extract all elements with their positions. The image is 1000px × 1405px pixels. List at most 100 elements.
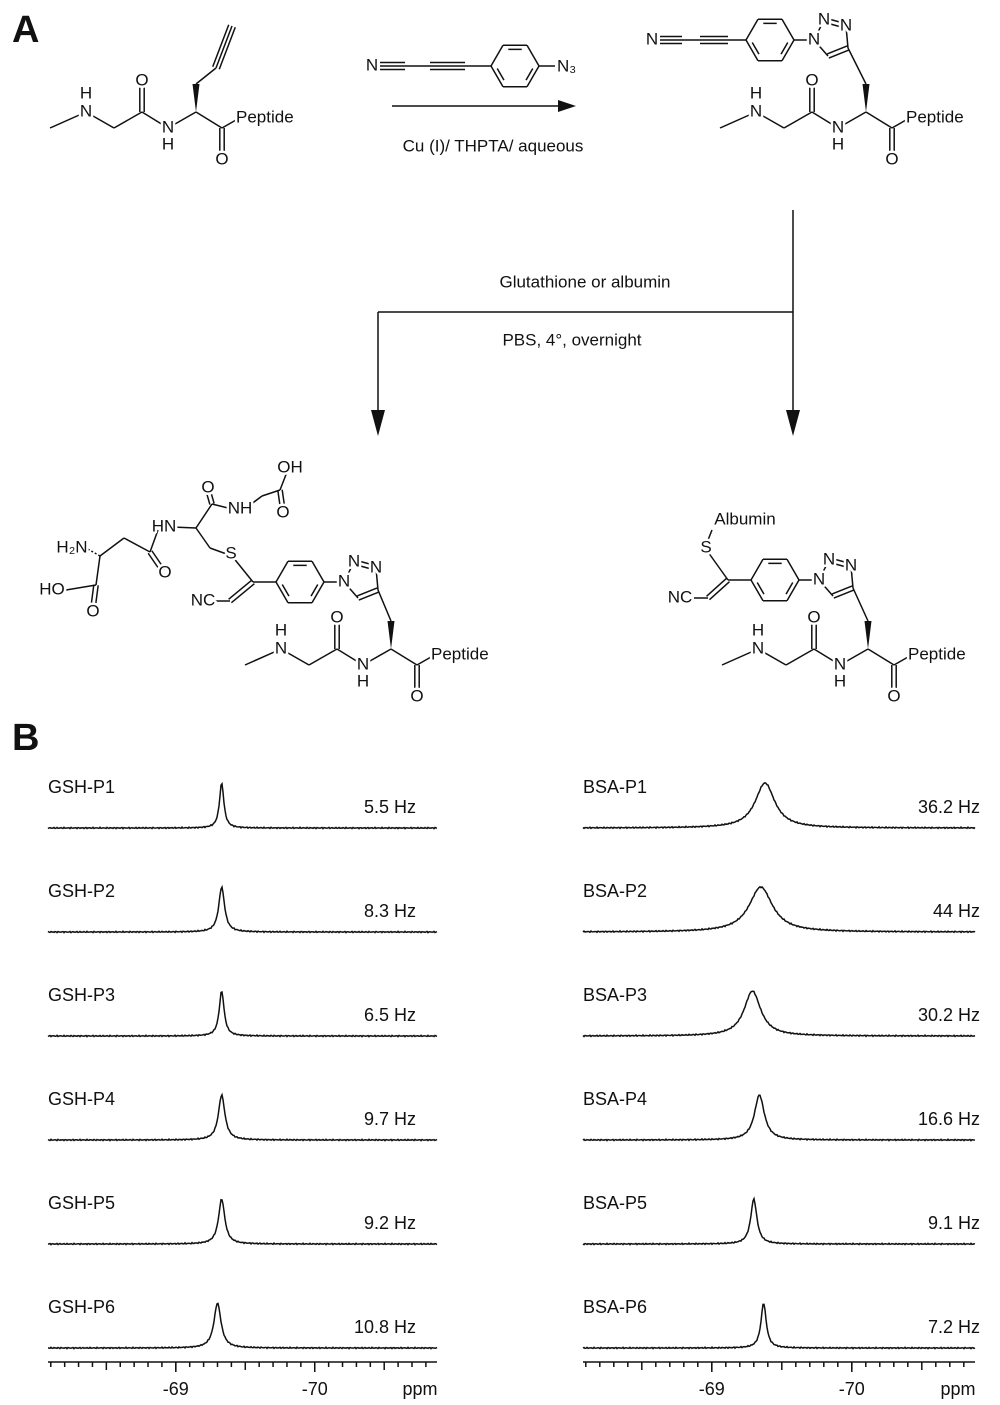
bond (141, 111, 169, 129)
atom-label: O (158, 562, 171, 581)
bond (813, 648, 841, 666)
spectrum (582, 1303, 976, 1350)
bond (811, 111, 839, 129)
atom-label: HO (39, 579, 65, 598)
panel-label: A (12, 9, 39, 51)
atom-label: N (845, 555, 857, 574)
bond (353, 563, 376, 571)
atom-label: N (370, 557, 382, 576)
bond (310, 584, 319, 597)
atom-label: H (750, 83, 762, 102)
bond (228, 579, 253, 600)
linewidth-label: 9.1 Hz (928, 1213, 980, 1233)
atom-label: N (813, 569, 825, 588)
bond (205, 490, 211, 505)
atom-label: O (330, 607, 343, 626)
linewidth-label: 44 Hz (933, 901, 980, 921)
bond (311, 560, 325, 583)
atom-label: O (276, 502, 289, 521)
labels: A Cu (I)/ THPTA/ aqueous Glutathione or … (12, 7, 980, 1399)
bond (209, 489, 215, 504)
bond (828, 561, 851, 569)
linewidth-label: 7.2 Hz (928, 1317, 980, 1337)
bond (706, 577, 728, 597)
bond (377, 589, 392, 622)
bond (362, 648, 392, 666)
spectrum-name: GSH-P6 (48, 1297, 115, 1317)
atom-label: N (823, 549, 835, 568)
atom-label: N₃ (557, 56, 576, 75)
spectrum (47, 990, 438, 1038)
bond (490, 44, 504, 67)
bond (865, 111, 893, 129)
linewidth-label: 6.5 Hz (364, 1005, 416, 1025)
bond (852, 587, 869, 622)
linewidth-label: 30.2 Hz (918, 1005, 980, 1025)
atom-label: S (225, 543, 236, 562)
atom-label: H (832, 134, 844, 153)
atom-label: N (750, 101, 762, 120)
bond (336, 648, 364, 666)
linewidth-label: 8.3 Hz (364, 901, 416, 921)
linewidth-label: 5.5 Hz (364, 797, 416, 817)
atom-label: O (807, 607, 820, 626)
bond (113, 111, 143, 129)
bond (123, 537, 151, 553)
spectrum (582, 990, 976, 1038)
bond (354, 559, 377, 567)
bond (221, 119, 237, 129)
bond (745, 39, 759, 62)
atom-label: H (752, 620, 764, 639)
bond (845, 25, 849, 49)
bond (750, 579, 764, 602)
bond (147, 552, 162, 573)
spectrum-name: BSA-P5 (583, 1193, 647, 1213)
bond (195, 527, 211, 549)
bond (94, 585, 99, 609)
atom-label: N (646, 29, 658, 48)
bond (245, 495, 263, 509)
spectrum (582, 1196, 976, 1246)
bond (49, 111, 87, 129)
atom-label: Peptide (431, 644, 489, 663)
bond (244, 648, 282, 666)
spectrum (47, 1092, 438, 1142)
atom-label: H (162, 134, 174, 153)
bond (824, 17, 847, 25)
bond (786, 558, 800, 581)
x-tick-label: -70 (839, 1379, 865, 1399)
spectrum (582, 781, 976, 830)
atom-label: N (840, 15, 852, 34)
atom-label: N (808, 29, 820, 48)
x-tick-label: -69 (163, 1379, 189, 1399)
bond (831, 585, 853, 595)
atom-label: O (410, 686, 423, 705)
spectrum-name: BSA-P6 (583, 1297, 647, 1317)
wedge-bond (862, 84, 870, 112)
bond (893, 656, 909, 666)
spectrum-name: BSA-P3 (583, 985, 647, 1005)
bond (356, 587, 378, 597)
bond (212, 24, 230, 68)
bond (829, 557, 852, 565)
bond (781, 18, 795, 41)
spectrum (582, 885, 976, 934)
atom-label: O (201, 477, 214, 496)
atom-label: NC (668, 587, 693, 606)
atom-label: H₂N (56, 537, 87, 556)
bond (756, 582, 765, 595)
atom-label: O (805, 70, 818, 89)
bond (813, 39, 829, 57)
bond (839, 648, 869, 666)
bond (833, 589, 855, 599)
atom-label: S (700, 537, 711, 556)
bond (785, 648, 815, 666)
bond (818, 559, 830, 581)
atom-label: O (135, 70, 148, 89)
bond (281, 584, 290, 597)
bond (780, 42, 789, 55)
bond (311, 581, 325, 604)
panel-label: B (12, 717, 39, 759)
atom-label: N (832, 117, 844, 136)
